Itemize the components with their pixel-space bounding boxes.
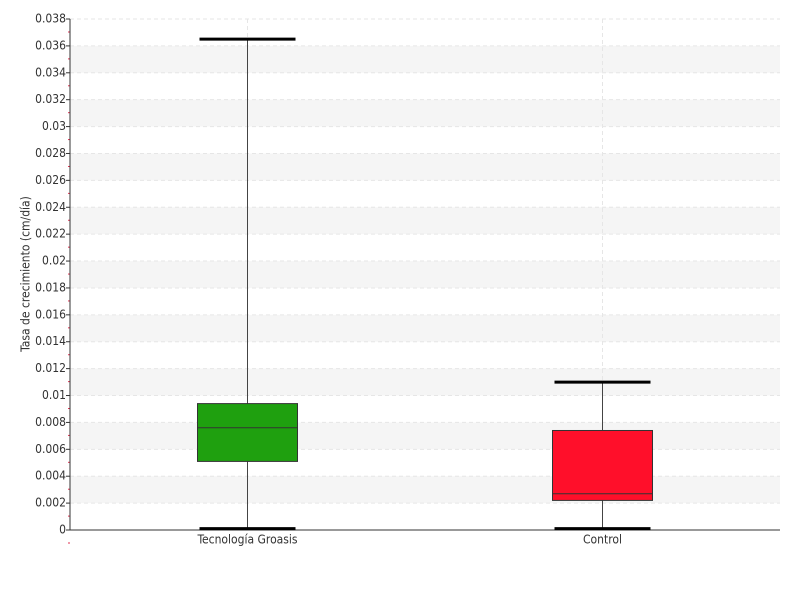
y-tick-label: 0.012 bbox=[35, 361, 66, 375]
grid-band bbox=[70, 153, 780, 181]
grid-band bbox=[70, 261, 780, 288]
y-tick-label: 0.022 bbox=[35, 227, 66, 241]
y-tick-label: 0.034 bbox=[35, 65, 66, 79]
y-tick-label: 0.01 bbox=[42, 388, 66, 402]
y-tick-label: 0.006 bbox=[35, 442, 66, 456]
y-tick-label: 0.036 bbox=[35, 38, 66, 52]
y-tick-label: 0.028 bbox=[35, 146, 66, 160]
y-axis-label: Tasa de crecimiento (cm/día) bbox=[19, 196, 33, 353]
x-tick-label: Control bbox=[583, 533, 622, 547]
grid-band bbox=[70, 422, 780, 450]
y-tick-label: 0.016 bbox=[35, 307, 66, 321]
y-tick-label: 0.024 bbox=[35, 200, 66, 214]
grid-band bbox=[70, 476, 780, 504]
grid-band bbox=[70, 314, 780, 342]
grid-band bbox=[70, 207, 780, 235]
y-tick-label: 0.018 bbox=[35, 280, 66, 294]
grid-band bbox=[70, 45, 780, 73]
y-tick-label: 0.032 bbox=[35, 92, 66, 106]
grid-band bbox=[70, 368, 780, 396]
x-tick-label: Tecnología Groasis bbox=[196, 533, 297, 547]
y-tick-label: 0.014 bbox=[35, 334, 66, 348]
y-tick-label: 0.026 bbox=[35, 173, 66, 187]
y-tick-label: 0.008 bbox=[35, 415, 66, 429]
y-tick-label: 0.03 bbox=[42, 119, 66, 133]
y-tick-label: 0.02 bbox=[42, 254, 66, 268]
y-tick-label: 0.004 bbox=[35, 469, 66, 483]
y-tick-label: 0 bbox=[59, 523, 66, 537]
grid-band bbox=[70, 99, 780, 127]
box bbox=[197, 403, 298, 462]
y-tick-label: 0.038 bbox=[35, 12, 66, 26]
box bbox=[552, 429, 653, 501]
y-tick-label: 0.002 bbox=[35, 496, 66, 510]
